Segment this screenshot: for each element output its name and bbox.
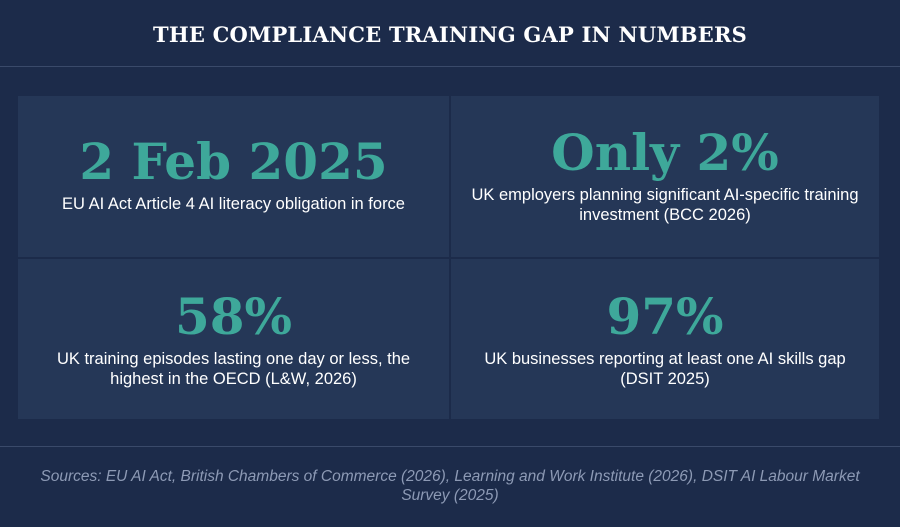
page-title: THE COMPLIANCE TRAINING GAP IN NUMBERS [153,21,747,47]
stat-description: UK training episodes lasting one day or … [56,350,411,388]
stat-description: EU AI Act Article 4 AI literacy obligati… [61,194,405,213]
stats-grid: 2 Feb 2025 EU AI Act Article 4 AI litera… [18,96,879,419]
stat-value: Only 2% [551,122,779,182]
stat-card-training-duration: 58% UK training episodes lasting one day… [18,259,449,419]
stat-card-skills-gap: 97% UK businesses reporting at least one… [451,259,879,419]
stat-value: 2 Feb 2025 [79,131,388,191]
stat-card-training-investment: Only 2% UK employers planning significan… [451,96,879,257]
sources-note: Sources: EU AI Act, British Chambers of … [40,468,860,504]
stat-value: 58% [174,287,293,346]
header: THE COMPLIANCE TRAINING GAP IN NUMBERS [0,0,900,67]
footer-divider [0,446,900,447]
stat-value: 97% [606,287,724,346]
stat-description: UK businesses reporting at least one AI … [484,350,846,388]
stat-card-ai-act-date: 2 Feb 2025 EU AI Act Article 4 AI litera… [18,96,449,257]
stat-description: UK employers planning significant AI-spe… [471,185,859,224]
